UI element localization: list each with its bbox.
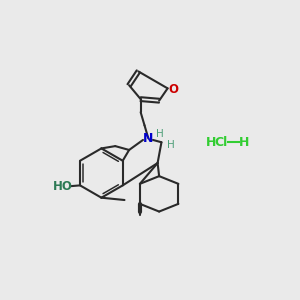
Text: H: H [167, 140, 175, 150]
Text: H: H [206, 136, 217, 149]
Text: N: N [143, 132, 154, 145]
Text: HO: HO [53, 180, 73, 194]
Text: O: O [169, 82, 179, 96]
Text: H: H [156, 129, 164, 139]
Text: H: H [239, 136, 249, 149]
Text: Cl: Cl [214, 136, 227, 149]
